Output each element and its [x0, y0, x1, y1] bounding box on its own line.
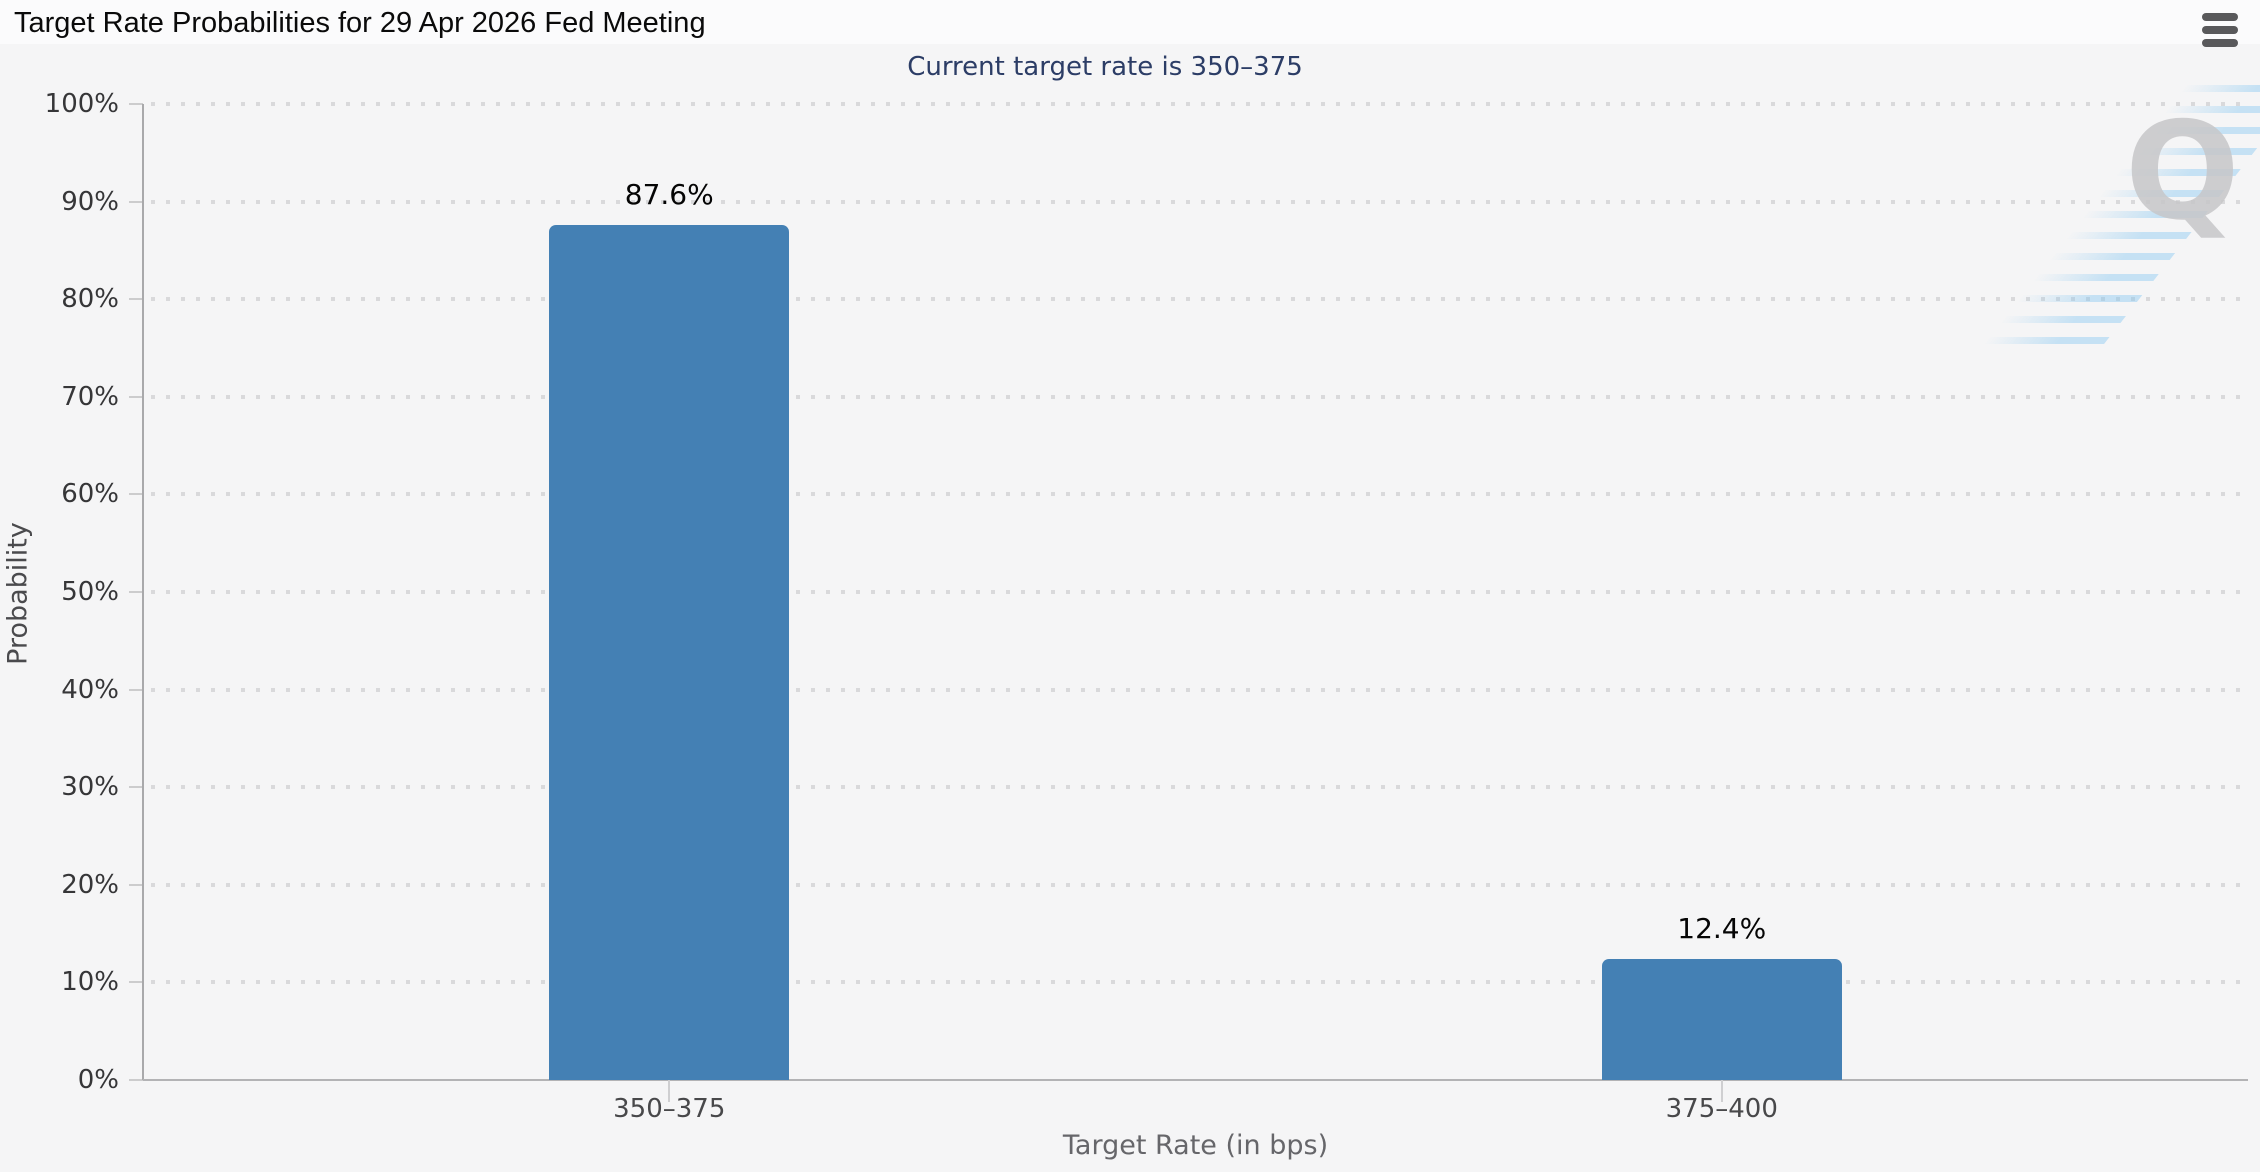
hamburger-icon [2202, 13, 2238, 21]
y-axis-tick [129, 688, 143, 691]
y-axis-tick [129, 200, 143, 203]
gridline [151, 590, 2248, 594]
x-axis-line [143, 1079, 2248, 1081]
gridline [151, 980, 2248, 985]
y-tick-label: 10% [61, 967, 119, 998]
y-axis-tick [129, 493, 143, 496]
bar-value-label: 87.6% [624, 178, 714, 212]
y-axis-tick [129, 298, 143, 301]
y-axis-tick [129, 786, 143, 789]
y-tick-label: 40% [61, 674, 119, 705]
y-axis-tick [129, 395, 143, 398]
gridline [151, 394, 2248, 399]
gridline [151, 882, 2248, 887]
bar-value-label: 12.4% [1677, 911, 1767, 945]
y-axis-tick [129, 1079, 143, 1081]
x-tick-label: 375–400 [1665, 1094, 1778, 1124]
probability-bar[interactable] [549, 225, 790, 1080]
gridline [151, 785, 2248, 790]
chart-subtitle: Current target rate is 350–375 [907, 52, 1303, 82]
chart-menu-button[interactable] [2202, 13, 2240, 47]
x-tick-label: 350–375 [613, 1094, 726, 1124]
y-axis-tick [129, 981, 143, 984]
header-bar: Target Rate Probabilities for 29 Apr 202… [0, 0, 2260, 47]
y-tick-label: 50% [61, 577, 119, 607]
y-tick-label: 70% [61, 381, 119, 412]
y-axis-tick [129, 883, 143, 886]
y-axis-tick [129, 591, 143, 593]
x-axis-tick [1720, 1080, 1723, 1102]
y-tick-label: 90% [61, 186, 119, 217]
x-axis-title: Target Rate (in bps) [1062, 1130, 1329, 1161]
hamburger-icon [2202, 26, 2238, 34]
gridline [151, 199, 2248, 204]
y-axis-tick [129, 103, 143, 105]
y-tick-label: 30% [61, 772, 119, 803]
y-axis-line [142, 104, 144, 1080]
x-axis-tick [668, 1080, 671, 1102]
gridline [151, 102, 2248, 106]
gridline [151, 492, 2248, 497]
probability-bar[interactable] [1601, 958, 1842, 1080]
y-tick-label: 20% [61, 869, 119, 900]
y-tick-label: 60% [61, 479, 119, 510]
y-tick-label: 100% [44, 89, 119, 119]
y-tick-label: 80% [61, 284, 119, 315]
hamburger-icon [2202, 39, 2238, 47]
gridline [151, 297, 2248, 302]
gridline [151, 687, 2248, 692]
y-tick-label: 0% [77, 1065, 119, 1095]
chart-title: Target Rate Probabilities for 29 Apr 202… [14, 7, 706, 39]
